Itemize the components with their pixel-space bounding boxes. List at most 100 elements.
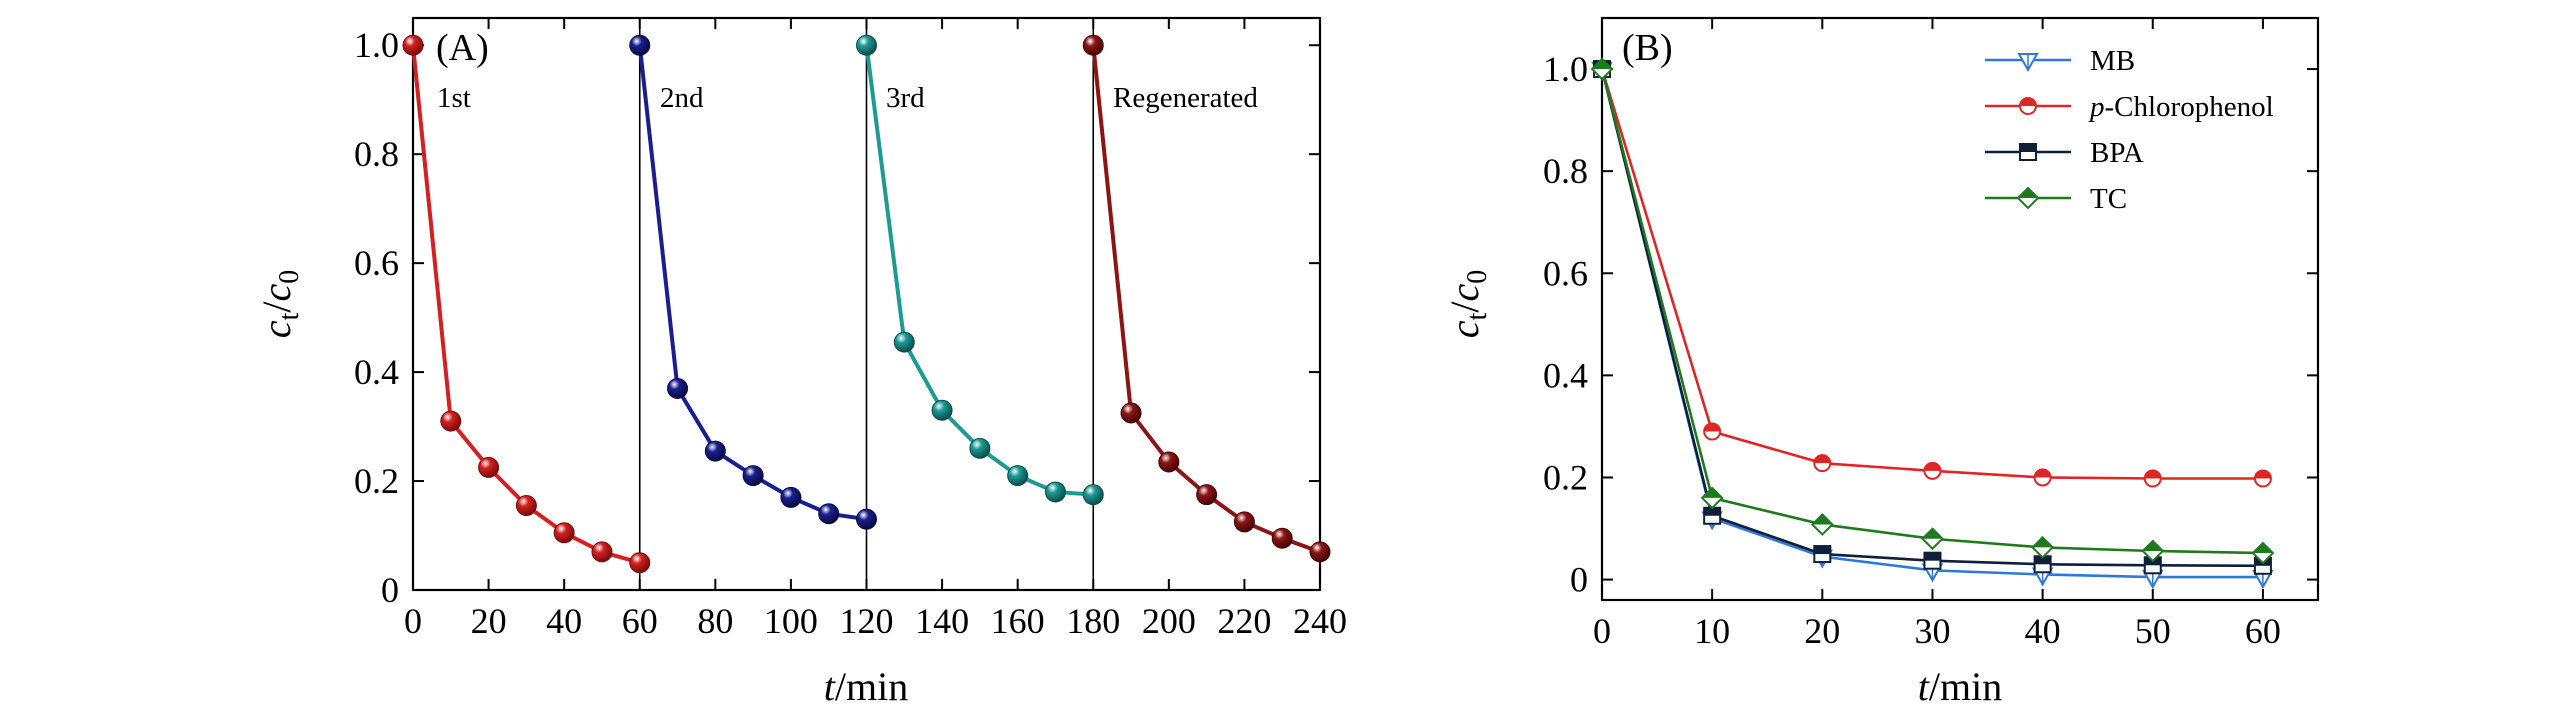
series-bpa: [1593, 60, 2272, 575]
point-1st-0: [402, 34, 424, 56]
x-tick-label-240: 240: [1293, 601, 1347, 641]
y-tick-label-0.6: 0.6: [1543, 253, 1588, 293]
y-tick-label-0: 0: [1570, 560, 1588, 600]
legend-marker-tc-group: [2016, 186, 2040, 210]
point-tc-60-half: [2252, 543, 2273, 554]
x-tick-label-60: 60: [622, 601, 658, 641]
point-regenerated-210: [1196, 484, 1218, 506]
point-tc-10-group: [1700, 486, 1724, 510]
point-p-chlorophenol-60-half: [2254, 470, 2271, 479]
point-p-chlorophenol-30-half: [1924, 462, 1941, 471]
point-tc-60-group: [2251, 541, 2275, 565]
point-regenerated-220: [1233, 511, 1255, 533]
y-tick-label-0.4: 0.4: [1543, 355, 1588, 395]
x-tick-label-0: 0: [404, 601, 422, 641]
series-mb: [1591, 62, 2274, 590]
panel-b-chart: 0 10 20 30 40 50 60 0 0.2 0.4 0.6 0.8 1.0 (B) MB p-C…: [1442, 16, 2320, 709]
point-tc-10-half: [1702, 487, 1723, 498]
panel-b-x-axis-label: t/min: [1918, 664, 2002, 709]
y-tick-label-0.6: 0.6: [354, 243, 399, 283]
legend-label-mb: MB: [2090, 45, 2135, 77]
series-line-tc: [1600, 68, 2263, 555]
point-p-chlorophenol-50-half: [2144, 470, 2161, 479]
x-tick-label-60: 60: [2245, 611, 2281, 651]
point-p-chlorophenol-20-half: [1814, 455, 1831, 464]
series-line-1st: [411, 45, 641, 565]
x-tick-label-0: 0: [1593, 611, 1611, 651]
point-regenerated-200: [1158, 451, 1180, 473]
point-bpa-30-group: [1923, 551, 1942, 570]
x-tick-label-200: 200: [1142, 601, 1196, 641]
point-regenerated-240: [1309, 541, 1331, 563]
point-1st-10: [440, 410, 462, 432]
x-tick-label-10: 10: [1694, 611, 1730, 651]
panel-a-cycle-label-1st: 1st: [437, 82, 471, 114]
point-p-chlorophenol-40-group: [2033, 468, 2052, 487]
x-tick-label-160: 160: [991, 601, 1045, 641]
series-3rd: [856, 34, 1104, 506]
x-tick-label-140: 140: [915, 601, 969, 641]
point-tc-40-half: [2032, 537, 2053, 548]
legend-label-tc: TC: [2090, 183, 2127, 215]
legend-marker-p-chlorophenol-half: [2020, 98, 2036, 106]
y-tick-label-1: 1.0: [1543, 49, 1588, 89]
point-bpa-20-half: [1814, 546, 1831, 555]
point-tc-20-half: [1812, 514, 1833, 525]
x-tick-label-100: 100: [764, 601, 818, 641]
panel-b-y-axis-label: ct/c0: [1442, 270, 1493, 338]
x-tick-label-220: 220: [1217, 601, 1271, 641]
point-3rd-150: [969, 437, 991, 459]
point-tc-30-group: [1921, 527, 1944, 551]
panel-b-tag: (B): [1622, 27, 1673, 69]
point-p-chlorophenol-10-group: [1703, 422, 1722, 441]
legend-item-mb: MB: [1985, 45, 2135, 77]
legend-label-p-chlorophenol-rest: -Chlorophenol: [2105, 91, 2274, 123]
x-tick-label-40: 40: [546, 601, 582, 641]
legend-marker-bpa-half: [2020, 144, 2036, 152]
point-2nd-120: [856, 508, 877, 530]
x-tick-label-50: 50: [2135, 611, 2171, 651]
x-tick-label-80: 80: [697, 601, 733, 641]
panel-a-cycle-label-3rd: 3rd: [886, 82, 925, 114]
panel-a-chart: 0 20 40 60 80 100 120 140 160 180 200 220 240 0 0.2 0.4…: [254, 16, 1347, 709]
legend-label-p-chlorophenol: p-Chlorophenol: [2088, 91, 2274, 123]
point-tc-0-half: [1592, 59, 1612, 70]
point-p-chlorophenol-60-group: [2253, 469, 2272, 488]
panel-a-x-axis-label: t/min: [824, 664, 908, 709]
point-3rd-140: [931, 399, 953, 421]
point-tc-50-half: [2142, 540, 2163, 551]
point-tc-30-half: [1922, 528, 1943, 539]
panel-a-cycle-label-regenerated: Regenerated: [1113, 82, 1258, 114]
panel-a-separators: [638, 18, 1095, 590]
y-tick-label-0.4: 0.4: [354, 352, 399, 392]
panel-a-y-axis-label: ct/c0: [254, 270, 305, 338]
series-line-2nd: [637, 45, 867, 522]
y-tick-label-0.2: 0.2: [354, 461, 399, 501]
point-bpa-40-half: [2034, 556, 2051, 565]
legend-label-bpa: BPA: [2090, 137, 2144, 169]
x-tick-label-20: 20: [1804, 611, 1840, 651]
point-1st-60: [629, 552, 651, 574]
x-tick-label-40: 40: [2025, 611, 2061, 651]
point-3rd-120: [856, 34, 877, 56]
panel-b-series: [1590, 57, 2275, 590]
series-line-regenerated: [1091, 45, 1321, 554]
point-1st-50: [591, 541, 613, 563]
series-line-bpa: [1600, 68, 2263, 568]
point-bpa-30-half: [1924, 552, 1941, 561]
x-tick-label-20: 20: [471, 601, 507, 641]
point-2nd-90: [742, 465, 764, 487]
point-3rd-160: [1007, 465, 1029, 487]
panel-b-ticks: 0 10 20 30 40 50 60 0 0.2 0.4 0.6 0.8 1.0: [1543, 18, 2318, 651]
legend-marker-mb-group: [2017, 53, 2039, 73]
point-tc-0-group: [1590, 57, 1614, 81]
point-2nd-100: [780, 486, 802, 508]
series-line-p-chlorophenol: [1600, 68, 2263, 480]
point-p-chlorophenol-30-group: [1923, 461, 1942, 480]
legend-item-p-chlorophenol: p-Chlorophenol: [1985, 91, 2274, 123]
legend-item-bpa: BPA: [1985, 137, 2144, 169]
legend-marker-p-chlorophenol-group: [2019, 97, 2037, 115]
legend-label-p-chlorophenol-italic: p: [2088, 91, 2105, 123]
point-2nd-110: [818, 503, 840, 525]
y-tick-label-1: 1.0: [354, 25, 399, 65]
